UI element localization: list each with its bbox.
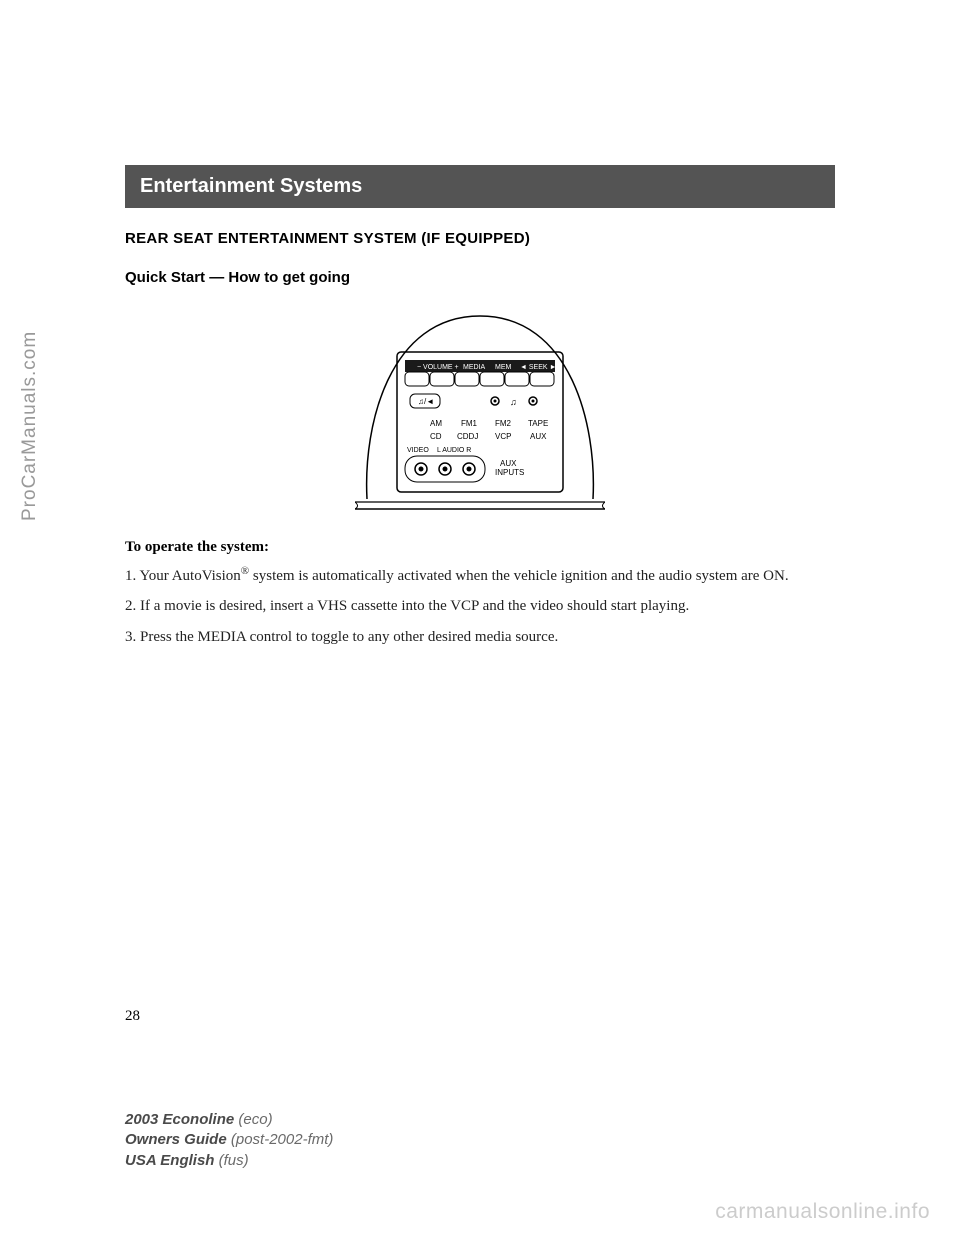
footer-line-2: Owners Guide (post-2002-fmt)	[125, 1130, 333, 1150]
footer-line-1: 2003 Econoline (eco)	[125, 1110, 333, 1130]
section-header: Entertainment Systems	[125, 165, 835, 208]
page-content: Entertainment Systems REAR SEAT ENTERTAI…	[0, 0, 960, 647]
footer-model: 2003 Econoline	[125, 1111, 234, 1128]
footer-lang: USA English	[125, 1152, 214, 1169]
footer-fmt: (post-2002-fmt)	[227, 1131, 334, 1148]
headphone-symbol: ♫	[510, 397, 517, 407]
console-diagram-svg: − VOLUME + MEDIA MEM ◄ SEEK ► ♫/◄ ♫ AM F…	[355, 304, 605, 514]
step-1: 1. Your AutoVision® system is automatica…	[125, 564, 835, 586]
watermark-bottom: carmanualsonline.info	[715, 1200, 930, 1224]
reg-mark: ®	[241, 565, 249, 577]
step-3: 3. Press the MEDIA control to toggle to …	[125, 627, 835, 647]
entertainment-diagram: − VOLUME + MEDIA MEM ◄ SEEK ► ♫/◄ ♫ AM F…	[125, 304, 835, 514]
heading-quick-start: Quick Start — How to get going	[125, 269, 835, 286]
label-mem: MEM	[495, 364, 512, 371]
step-1-prefix: 1. Your AutoVision	[125, 568, 241, 584]
heading-rear-seat: REAR SEAT ENTERTAINMENT SYSTEM (IF EQUIP…	[125, 230, 835, 247]
operate-heading: To operate the system:	[125, 539, 835, 556]
watermark-sidebar: ProCarManuals.com	[19, 331, 41, 521]
label-media: MEDIA	[463, 364, 486, 371]
label-aux: AUX	[530, 432, 547, 441]
footer-fus: (fus)	[214, 1152, 248, 1169]
step-1-suffix: system is automatically activated when t…	[249, 568, 788, 584]
label-cd: CD	[430, 432, 442, 441]
label-vcp: VCP	[495, 432, 511, 441]
page-number: 28	[125, 1008, 140, 1025]
footer-line-3: USA English (fus)	[125, 1151, 333, 1171]
label-fm2: FM2	[495, 419, 512, 428]
label-aux-inputs: AUX	[500, 459, 517, 468]
label-cddj: CDDJ	[457, 432, 478, 441]
footer-eco: (eco)	[234, 1111, 272, 1128]
label-video: VIDEO	[407, 447, 429, 454]
label-seek: ◄ SEEK ►	[520, 364, 556, 371]
footer-block: 2003 Econoline (eco) Owners Guide (post-…	[125, 1110, 333, 1171]
step-2: 2. If a movie is desired, insert a VHS c…	[125, 596, 835, 616]
label-audio: L AUDIO R	[437, 447, 471, 454]
label-inputs: INPUTS	[495, 468, 524, 477]
headphone-icon: ♫/◄	[418, 397, 434, 406]
label-tape: TAPE	[528, 419, 548, 428]
label-volume: − VOLUME +	[417, 364, 459, 371]
footer-guide: Owners Guide	[125, 1131, 227, 1148]
label-am: AM	[430, 419, 442, 428]
label-fm1: FM1	[461, 419, 478, 428]
